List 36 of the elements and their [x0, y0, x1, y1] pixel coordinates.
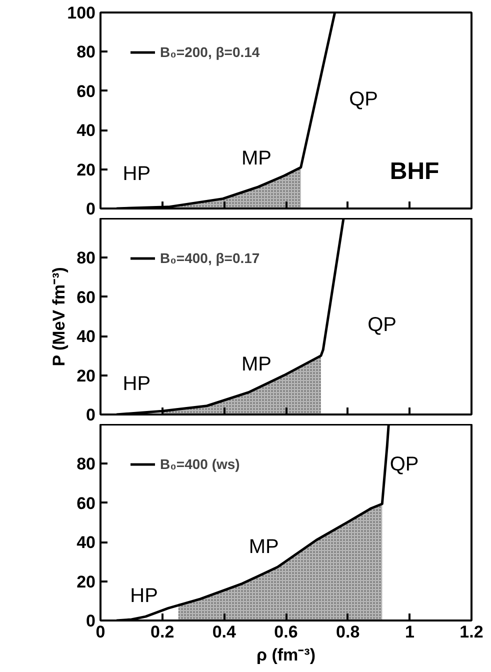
annotation: MP	[241, 353, 272, 376]
x-tick-label: 0.6	[274, 622, 298, 642]
y-tick-label: 80	[76, 248, 96, 268]
legend-label: B₀=200, β=0.14	[160, 44, 260, 60]
annotation: MP	[241, 147, 272, 170]
y-tick-label: 0	[86, 406, 96, 424]
y-tick-label: 40	[76, 121, 96, 140]
annotation: QP	[368, 314, 397, 336]
annotation: BHF	[390, 158, 440, 185]
annotation: QP	[349, 88, 378, 110]
x-axis-title: ρ (fm⁻³)	[256, 646, 316, 664]
annotation: HP	[130, 584, 158, 607]
y-tick-label: 0	[86, 200, 96, 218]
annotation: HP	[122, 372, 151, 395]
legend-label: B₀=400 (ws)	[160, 456, 240, 472]
y-tick-label: 40	[76, 533, 96, 552]
y-tick-label: 60	[76, 494, 96, 513]
y-tick-label: 20	[76, 366, 96, 386]
y-tick-label: 80	[76, 454, 96, 474]
y-axis-title: P (MeV fm⁻³)	[50, 267, 69, 366]
annotation: QP	[390, 453, 419, 476]
x-tick-label: 1.2	[460, 622, 484, 642]
annotation: HP	[122, 162, 151, 185]
y-tick-label: 60	[76, 82, 96, 101]
x-tick-label: 0.8	[336, 622, 360, 642]
y-tick-label: 100	[67, 4, 96, 22]
y-tick-label: 40	[76, 327, 96, 346]
legend-label: B₀=400, β=0.17	[160, 250, 260, 266]
x-tick-label: 0.4	[212, 622, 237, 642]
y-tick-label: 20	[76, 572, 96, 592]
annotation: MP	[248, 536, 279, 558]
y-tick-label: 80	[76, 42, 96, 62]
x-tick-label: 1	[404, 622, 414, 642]
x-tick-label: 0.2	[150, 622, 174, 642]
y-tick-label: 20	[76, 160, 96, 180]
y-tick-label: 60	[76, 288, 96, 307]
